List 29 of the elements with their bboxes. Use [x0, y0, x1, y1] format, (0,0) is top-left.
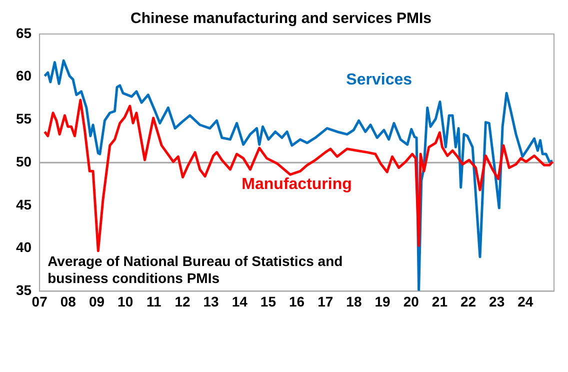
x-tick-label: 08 — [60, 293, 76, 310]
y-tick-label: 45 — [16, 196, 32, 212]
y-tick-label: 55 — [16, 110, 32, 127]
x-tick-label: 18 — [346, 293, 362, 310]
x-tick-label: 17 — [318, 293, 334, 310]
series-label: Manufacturing — [242, 176, 352, 193]
y-tick-label: 50 — [16, 153, 32, 170]
x-tick-label: 21 — [432, 293, 448, 310]
x-tick-label: 11 — [146, 293, 162, 310]
x-tick-label: 15 — [260, 293, 276, 310]
series-label: Services — [346, 72, 412, 89]
y-tick-label: 65 — [16, 24, 32, 41]
x-tick-label: 24 — [518, 293, 534, 310]
x-tick-label: 19 — [374, 293, 391, 310]
y-tick-label: 40 — [16, 239, 32, 256]
y-tick-label: 60 — [16, 68, 32, 84]
chart-title: Chinese manufacturing and services PMIs — [130, 10, 432, 28]
x-tick-label: 20 — [403, 293, 420, 310]
annotation: Average of National Bureau of Statistics and business conditions PMIs — [48, 253, 343, 286]
y-tick-label: 35 — [16, 282, 32, 298]
x-tick-label: 16 — [288, 293, 305, 310]
x-tick-label: 12 — [174, 293, 190, 310]
x-tick-label: 22 — [460, 293, 476, 310]
x-tick-label: 07 — [32, 293, 48, 310]
x-tick-label: 10 — [118, 293, 134, 310]
x-tick-label: 13 — [203, 293, 220, 310]
x-tick-label: 14 — [232, 293, 248, 310]
x-tick-label: 09 — [88, 293, 105, 310]
x-tick-label: 23 — [489, 293, 505, 310]
